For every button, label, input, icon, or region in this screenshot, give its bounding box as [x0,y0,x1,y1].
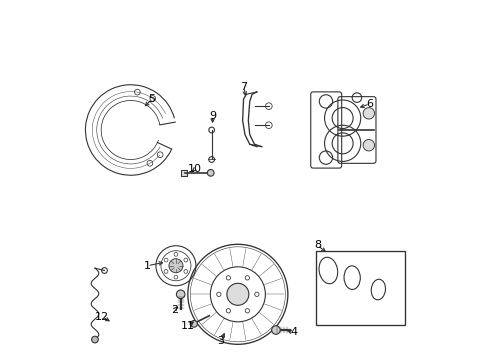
Circle shape [227,283,249,305]
Text: 8: 8 [314,240,321,250]
Text: 6: 6 [367,99,373,109]
Text: 5: 5 [148,94,156,104]
Circle shape [271,326,280,334]
Circle shape [363,140,374,151]
Text: 7: 7 [241,82,247,92]
Text: 2: 2 [171,305,178,315]
Circle shape [207,170,214,176]
Text: 1: 1 [144,261,151,271]
Text: 3: 3 [218,336,225,346]
Text: 11: 11 [181,321,195,331]
FancyBboxPatch shape [181,170,187,176]
Circle shape [169,259,183,273]
Circle shape [191,320,197,327]
Circle shape [363,108,374,119]
Circle shape [176,290,185,298]
Text: 10: 10 [188,164,202,174]
Text: 12: 12 [95,312,109,322]
Text: 4: 4 [290,327,297,337]
Circle shape [92,336,98,343]
Bar [317,251,405,325]
Text: 9: 9 [209,111,216,121]
